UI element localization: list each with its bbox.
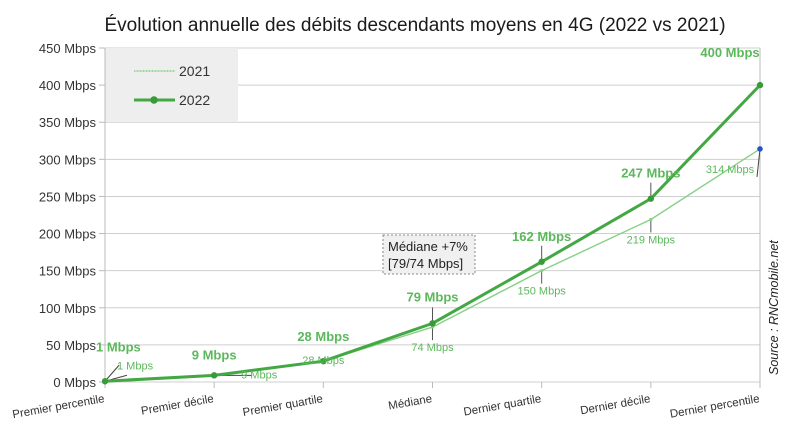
annotation-box <box>382 234 476 275</box>
series-2022-point <box>320 358 327 365</box>
label-2021: 74 Mbps <box>411 342 454 354</box>
y-tick-label: 200 Mbps <box>39 227 97 242</box>
y-tick-label: 300 Mbps <box>39 152 97 167</box>
y-tick-label: 50 Mbps <box>46 338 96 353</box>
label-2022: 247 Mbps <box>621 166 680 181</box>
x-tick-label: Dernier quartile <box>463 393 543 418</box>
series-2022-point <box>647 195 655 202</box>
y-axis: 0 Mbps 50 Mbps 100 Mbps 150 Mbps 200 Mbps 250… <box>39 41 761 390</box>
label-2021: 9 Mbps <box>241 369 278 381</box>
series-2021-point <box>649 217 653 222</box>
label-2022: 1 Mbps <box>96 339 141 354</box>
series-2022-point <box>429 320 436 327</box>
y-tick-label: 250 Mbps <box>39 189 97 204</box>
median-annotation: Médiane +7% [79/74 Mbps] <box>382 234 476 275</box>
y-tick-label: 450 Mbps <box>39 41 97 56</box>
x-tick-label: Premier percentile <box>12 393 106 421</box>
label-2022: 79 Mbps <box>406 289 458 304</box>
y-tick-label: 100 Mbps <box>39 301 97 316</box>
series-2021-point <box>540 269 544 273</box>
y-tick-label: 350 Mbps <box>39 115 97 130</box>
series-2022-point <box>538 258 545 265</box>
series-2022-point <box>101 378 109 385</box>
x-tick-label: Dernier percentile <box>669 393 760 421</box>
x-tick-label: Premier décile <box>140 393 214 418</box>
legend-2022-label: 2022 <box>179 92 210 108</box>
series-2021-point <box>757 146 763 152</box>
y-tick-label: 150 Mbps <box>39 264 97 279</box>
x-tick-label: Dernier décile <box>579 393 651 417</box>
label-2021: 1 Mbps <box>117 360 154 372</box>
label-2021: 219 Mbps <box>627 234 676 246</box>
label-2021: 28 Mbps <box>302 355 345 367</box>
label-2021: 314 Mbps <box>706 164 755 176</box>
leader-line <box>756 148 761 177</box>
label-2022: 28 Mbps <box>297 329 349 344</box>
source-note: Source : RNCmobile.net <box>767 240 781 375</box>
series-2022-point <box>210 372 218 379</box>
legend-2021-label: 2021 <box>179 63 210 79</box>
y-tick-label: 0 Mbps <box>53 375 96 390</box>
grid <box>105 47 760 383</box>
legend: 2021 2022 <box>134 63 210 108</box>
annotation-line-1: Médiane +7% <box>388 239 468 254</box>
legend-2022-marker <box>150 96 158 104</box>
label-2021: 150 Mbps <box>518 286 567 298</box>
label-2022: 400 Mbps <box>700 45 759 60</box>
series-2022 <box>101 81 764 385</box>
legend-background <box>105 48 238 122</box>
label-2022: 162 Mbps <box>512 229 571 244</box>
data-labels: 1 Mbps 9 Mbps 28 Mbps 79 Mbps 162 Mbps 247 Mb… <box>96 45 760 381</box>
x-tick-label: Premier quartile <box>242 393 324 419</box>
series-2022-point <box>756 81 764 89</box>
leader-line <box>104 364 120 382</box>
annotation-line-2: [79/74 Mbps] <box>388 256 463 271</box>
label-2022: 9 Mbps <box>192 347 237 362</box>
chart-title: Évolution annuelle des débits descendant… <box>104 15 725 36</box>
x-tick-label: Médiane <box>387 393 433 412</box>
y-tick-label: 400 Mbps <box>39 78 97 93</box>
x-axis: Premier percentile Premier décile Premier … <box>12 382 761 421</box>
